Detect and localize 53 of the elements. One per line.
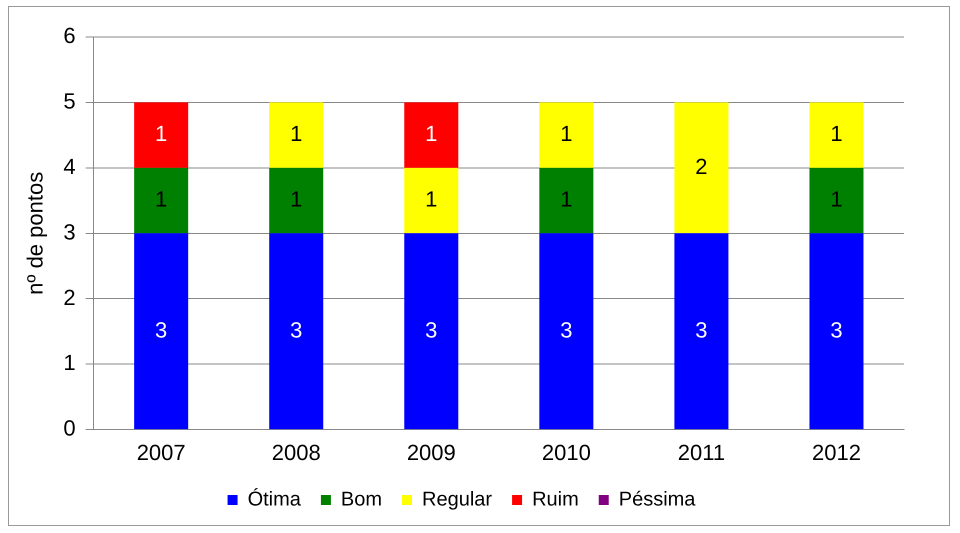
bar [134, 233, 188, 430]
data-label: 2 [695, 154, 708, 179]
data-label: 3 [155, 317, 168, 342]
y-tick-label: 0 [63, 416, 76, 441]
data-label: 3 [560, 317, 572, 342]
legend-label: Ruim [532, 488, 579, 511]
data-label: 1 [425, 121, 438, 146]
bar [674, 233, 728, 430]
bar [134, 102, 188, 168]
bar [809, 168, 864, 234]
data-label: 1 [155, 121, 168, 146]
x-tick-label: 2011 [678, 440, 726, 465]
bar [404, 102, 458, 168]
data-label: 1 [830, 186, 843, 212]
legend-label: Ótima [248, 488, 302, 511]
data-label: 1 [425, 186, 438, 212]
x-tick-label: 2007 [136, 440, 186, 465]
y-axis-title: nº de pontos [22, 172, 48, 295]
data-label: 1 [155, 186, 168, 212]
data-label: 3 [830, 317, 843, 342]
x-tick-label: 2010 [542, 440, 591, 465]
bar [404, 168, 458, 234]
y-tick-label: 6 [63, 23, 76, 48]
bar [809, 233, 864, 430]
x-tick-label: 2008 [272, 440, 321, 465]
bar [134, 168, 188, 234]
y-tick-label: 3 [63, 219, 76, 244]
x-tick-label: 2012 [812, 440, 861, 465]
data-label: 3 [290, 317, 302, 342]
bar [539, 168, 594, 234]
data-label: 1 [290, 121, 302, 146]
legend-label: Bom [340, 488, 382, 511]
y-tick-label: 4 [63, 154, 76, 179]
legend-label: Péssima [618, 488, 696, 511]
data-label: 3 [425, 317, 438, 342]
y-tick-label: 2 [63, 284, 76, 310]
bar [269, 102, 324, 168]
bar [539, 233, 594, 430]
legend-label: Regular [422, 488, 492, 511]
bar [539, 102, 594, 168]
y-tick-label: 1 [63, 350, 76, 376]
bar [404, 233, 458, 430]
data-label: 3 [695, 317, 708, 342]
data-label: 1 [560, 121, 572, 146]
bar [674, 102, 728, 234]
data-label: 1 [560, 186, 572, 212]
bar [809, 102, 864, 168]
y-tick-label: 5 [63, 88, 76, 114]
bar [269, 233, 324, 430]
data-label: 1 [830, 121, 843, 146]
data-label: 1 [290, 186, 302, 212]
bar [269, 168, 324, 234]
x-tick-label: 2009 [406, 440, 456, 465]
